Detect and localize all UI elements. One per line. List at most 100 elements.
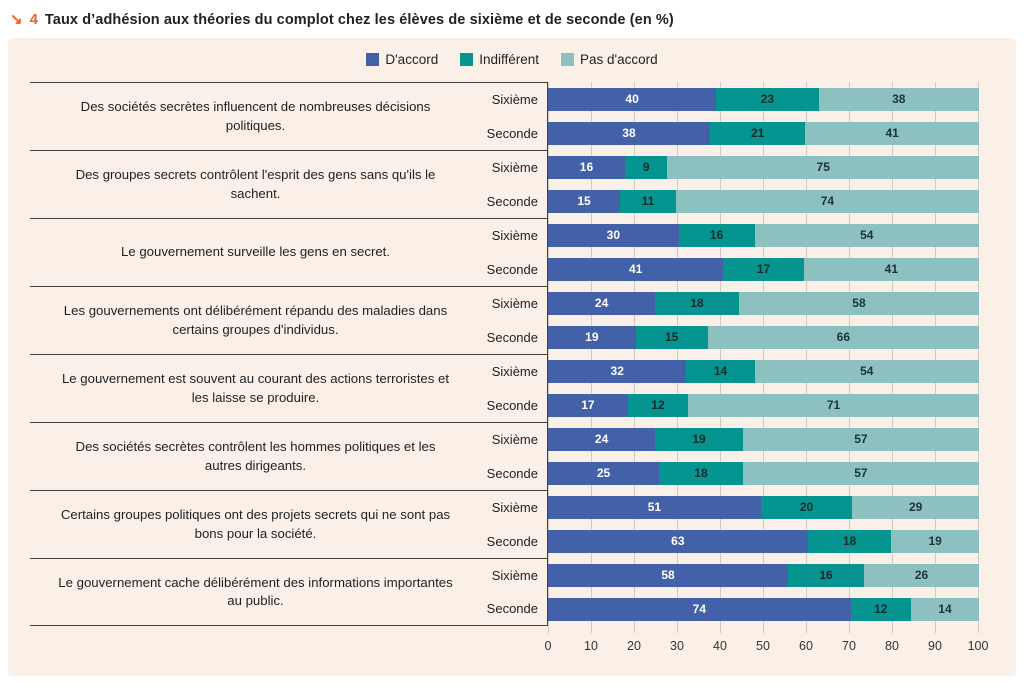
bar-segment: 29 bbox=[852, 495, 980, 519]
bar-rows: 51 20 29 63 18 19 bbox=[548, 490, 980, 558]
row-level-label: Sixième bbox=[491, 92, 538, 108]
figure-header: ↘ 4 Taux d’adhésion aux théories du comp… bbox=[0, 0, 1024, 28]
axis-tick-marks bbox=[548, 626, 979, 633]
bar-segment: 74 bbox=[675, 189, 979, 213]
bar-segment: 18 bbox=[807, 529, 892, 553]
stacked-bar: 16 9 75 bbox=[548, 155, 979, 179]
question-box: Certains groupes politiques ont des proj… bbox=[30, 490, 548, 558]
bar-row: 38 21 41 bbox=[548, 116, 979, 150]
legend-label: D'accord bbox=[385, 52, 439, 67]
x-tick-label: 40 bbox=[713, 639, 727, 653]
question-box: Le gouvernement surveille les gens en se… bbox=[30, 218, 548, 286]
bar-row: 40 23 38 bbox=[548, 82, 979, 116]
trend-arrow-icon: ↘ bbox=[10, 11, 23, 28]
x-axis: 0 10 20 30 40 50 60 70 80 90 100 bbox=[545, 639, 989, 661]
x-tick-label: 50 bbox=[756, 639, 770, 653]
row-level-label: Seconde bbox=[486, 601, 538, 616]
bar-segment: 57 bbox=[742, 427, 980, 451]
bar-segment: 15 bbox=[635, 325, 708, 349]
bar-segment: 15 bbox=[548, 189, 621, 213]
stacked-bar: 30 16 54 bbox=[548, 223, 979, 247]
bar-segment: 71 bbox=[688, 393, 979, 417]
bar-segment: 18 bbox=[655, 291, 739, 315]
question-label: Les gouvernements ont délibérément répan… bbox=[63, 303, 448, 337]
row-level-label: Seconde bbox=[486, 193, 538, 209]
bar-rows: 16 9 75 15 11 74 bbox=[548, 150, 979, 218]
row-level-label: Seconde bbox=[486, 125, 538, 141]
bar-segment: 16 bbox=[788, 563, 864, 587]
page-title: Taux d’adhésion aux théories du complot … bbox=[44, 12, 674, 28]
row-level-label: Sixième bbox=[491, 364, 538, 380]
bar-segment: 12 bbox=[850, 597, 911, 621]
legend-label: Indifférent bbox=[479, 52, 540, 67]
bar-segment: 11 bbox=[620, 189, 676, 213]
x-tick-label: 10 bbox=[584, 639, 598, 653]
x-tick-label: 70 bbox=[842, 639, 856, 653]
level-labels: Sixième Seconde bbox=[459, 559, 547, 625]
bar-segment: 17 bbox=[723, 257, 804, 281]
question-label: Le gouvernement est souvent au courant d… bbox=[61, 371, 450, 405]
bar-segment: 51 bbox=[548, 495, 761, 519]
chart-group: Des groupes secrets contrôlent l'esprit … bbox=[30, 150, 979, 218]
legend-item-0: D'accord bbox=[366, 52, 438, 67]
x-tick-label: 80 bbox=[885, 639, 899, 653]
bar-row: 58 16 26 bbox=[548, 558, 979, 592]
bar-segment: 54 bbox=[754, 359, 979, 383]
legend-item-1: Indifférent bbox=[460, 52, 539, 67]
bar-segment: 25 bbox=[548, 461, 660, 485]
level-labels: Sixième Seconde bbox=[459, 219, 547, 286]
stacked-bar: 51 20 29 bbox=[548, 495, 980, 519]
bar-segment: 9 bbox=[624, 155, 668, 179]
question-box: Des groupes secrets contrôlent l'esprit … bbox=[30, 150, 548, 218]
question-box: Des sociétés secrètes contrôlent les hom… bbox=[30, 422, 548, 490]
bar-row: 19 15 66 bbox=[548, 320, 980, 354]
stacked-bar: 41 17 41 bbox=[548, 257, 979, 281]
row-level-label: Seconde bbox=[486, 397, 538, 413]
bar-rows: 24 19 57 25 18 57 bbox=[548, 422, 980, 490]
bar-row: 16 9 75 bbox=[548, 150, 979, 184]
question-label: Des sociétés secrètes influencent de nom… bbox=[80, 99, 431, 133]
x-tick-label: 60 bbox=[799, 639, 813, 653]
bar-row: 24 19 57 bbox=[548, 422, 980, 456]
bar-segment: 24 bbox=[548, 291, 656, 315]
question-label: Des groupes secrets contrôlent l'esprit … bbox=[75, 167, 436, 201]
question-label: Des sociétés secrètes contrôlent les hom… bbox=[75, 439, 436, 473]
question-box: Des sociétés secrètes influencent de nom… bbox=[30, 82, 548, 150]
chart-group: Le gouvernement surveille les gens en se… bbox=[30, 218, 979, 286]
bar-row: 30 16 54 bbox=[548, 218, 979, 252]
stacked-bar: 63 18 19 bbox=[548, 529, 979, 553]
row-level-label: Seconde bbox=[486, 329, 538, 345]
bar-row: 17 12 71 bbox=[548, 388, 979, 422]
bar-rows: 58 16 26 74 12 14 bbox=[548, 558, 979, 626]
legend-swatch-icon bbox=[366, 53, 380, 66]
bar-segment: 26 bbox=[864, 563, 979, 587]
bar-segment: 24 bbox=[548, 427, 656, 451]
stacked-bar: 24 19 57 bbox=[548, 427, 980, 451]
row-level-label: Seconde bbox=[486, 261, 538, 277]
question-label: Le gouvernement cache délibérément des i… bbox=[58, 574, 453, 608]
chart-group: Le gouvernement cache délibérément des i… bbox=[30, 558, 979, 626]
row-level-label: Seconde bbox=[486, 533, 538, 549]
question-label: Le gouvernement surveille les gens en se… bbox=[120, 244, 391, 260]
level-labels: Sixième Seconde bbox=[459, 151, 547, 218]
x-tick-label: 90 bbox=[928, 639, 942, 653]
question-box: Les gouvernements ont délibérément répan… bbox=[30, 286, 548, 354]
chart-card: D'accord Indifférent Pas d'accord Des soci… bbox=[8, 38, 1016, 676]
stacked-bar: 58 16 26 bbox=[548, 563, 979, 587]
bar-row: 25 18 57 bbox=[548, 456, 979, 490]
row-level-label: Sixième bbox=[491, 568, 538, 583]
bar-segment: 41 bbox=[803, 257, 979, 281]
bar-segment: 38 bbox=[818, 87, 979, 111]
question-box: Le gouvernement cache délibérément des i… bbox=[30, 558, 548, 626]
bar-segment: 19 bbox=[891, 529, 979, 553]
row-level-label: Sixième bbox=[491, 296, 538, 312]
chart-group: Des sociétés secrètes influencent de nom… bbox=[30, 82, 979, 150]
level-labels: Sixième Seconde bbox=[459, 491, 547, 558]
bar-rows: 40 23 38 38 21 41 bbox=[548, 82, 979, 150]
legend: D'accord Indifférent Pas d'accord bbox=[8, 52, 1016, 67]
stacked-bar: 25 18 57 bbox=[548, 461, 979, 485]
question-label: Certains groupes politiques ont des proj… bbox=[60, 507, 451, 541]
bar-row: 32 14 54 bbox=[548, 354, 979, 388]
legend-label: Pas d'accord bbox=[580, 52, 658, 67]
chart-group: Certains groupes politiques ont des proj… bbox=[30, 490, 980, 558]
